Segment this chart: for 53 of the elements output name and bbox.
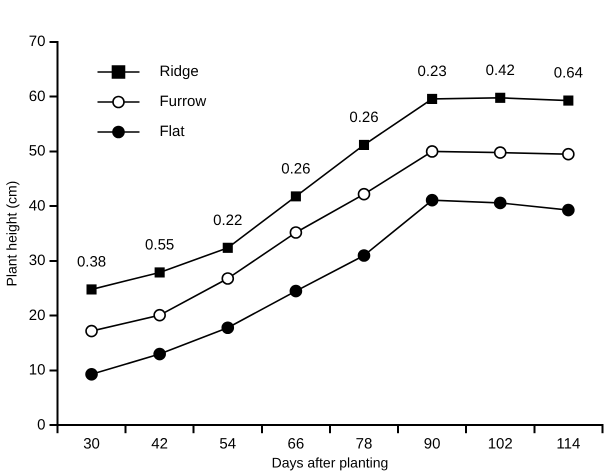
annotation: 0.64 [554, 64, 583, 82]
x-tick-label: 78 [356, 435, 372, 452]
y-tick-label: 40 [28, 197, 46, 214]
x-axis-title: Days after planting [272, 454, 388, 470]
y-axis-title: Plant height (cm) [3, 180, 20, 287]
x-tick-label: 66 [288, 435, 304, 452]
point [494, 146, 507, 159]
annotation: 0.38 [76, 254, 106, 271]
y-tick-label: 70 [28, 33, 46, 50]
point [153, 308, 166, 322]
point [290, 284, 302, 298]
x-tick-label: 102 [488, 435, 513, 452]
point [221, 321, 234, 334]
point [427, 94, 438, 104]
x-tick-label: 42 [151, 435, 168, 452]
legend-label: Ridge [159, 63, 199, 80]
point [221, 272, 234, 285]
point [290, 226, 302, 239]
y-tick-label: 50 [28, 142, 46, 160]
x-tick-label: 114 [556, 435, 580, 452]
point [358, 140, 370, 150]
legend-label: Flat [159, 123, 186, 140]
point [495, 92, 506, 103]
legend-label: Furrow [159, 93, 206, 110]
y-tick-label: 30 [28, 252, 46, 270]
point [563, 96, 574, 106]
y-tick-label: 10 [28, 362, 46, 379]
point [494, 196, 507, 210]
x-tick-label: 54 [219, 435, 236, 452]
annotation: 0.23 [418, 63, 447, 80]
y-tick-label: 60 [28, 88, 46, 105]
point [154, 267, 165, 278]
annotation: 0.26 [281, 160, 310, 178]
point [290, 191, 301, 202]
point [358, 249, 370, 262]
annotation: 0.42 [486, 62, 515, 79]
point [85, 324, 98, 338]
point [153, 348, 166, 360]
point [222, 242, 233, 253]
y-tick-label: 20 [28, 306, 46, 324]
x-tick-label: 90 [424, 435, 440, 452]
annotation: 0.22 [213, 212, 242, 229]
point [426, 194, 438, 207]
point [562, 148, 575, 161]
y-tick-label: 0 [37, 416, 46, 434]
x-tick-label: 30 [83, 435, 100, 452]
annotation: 0.55 [145, 236, 174, 254]
point [358, 188, 370, 200]
point [426, 145, 438, 158]
point [562, 204, 575, 216]
annotation: 0.26 [349, 109, 379, 126]
point [85, 368, 98, 381]
point [86, 284, 97, 294]
